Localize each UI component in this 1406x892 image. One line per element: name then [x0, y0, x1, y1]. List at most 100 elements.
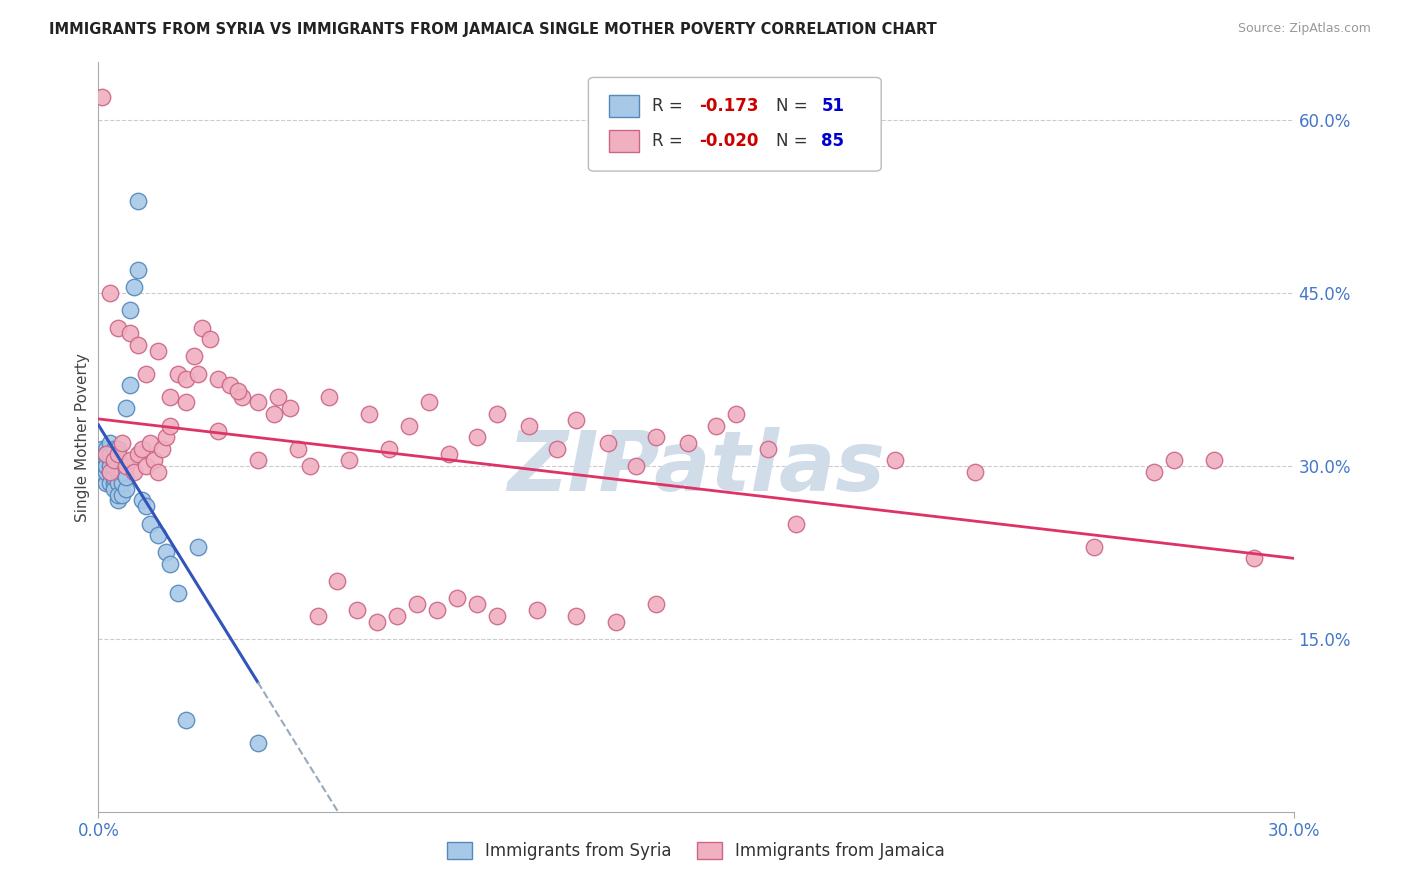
Point	[103, 442, 125, 456]
Point	[135, 367, 157, 381]
Point	[485, 608, 508, 623]
Point	[103, 458, 125, 473]
Point	[98, 465, 122, 479]
Point	[626, 458, 648, 473]
Point	[91, 465, 114, 479]
Point	[546, 442, 568, 456]
Point	[226, 384, 249, 398]
Point	[127, 194, 149, 208]
Point	[96, 447, 118, 461]
Point	[124, 280, 146, 294]
Point	[148, 465, 170, 479]
Point	[704, 418, 727, 433]
Point	[339, 453, 361, 467]
Text: R =: R =	[652, 132, 688, 150]
Point	[131, 442, 153, 456]
Point	[485, 407, 508, 421]
Point	[346, 603, 368, 617]
Point	[127, 263, 149, 277]
Point	[517, 418, 540, 433]
Point	[318, 390, 340, 404]
Point	[155, 545, 177, 559]
Point	[111, 476, 134, 491]
Point	[98, 447, 122, 461]
Point	[187, 540, 209, 554]
Point	[98, 435, 122, 450]
Text: ZIPatlas: ZIPatlas	[508, 426, 884, 508]
Point	[103, 453, 125, 467]
Point	[645, 597, 668, 611]
Point	[135, 458, 157, 473]
Point	[107, 476, 129, 491]
Point	[963, 465, 986, 479]
Text: IMMIGRANTS FROM SYRIA VS IMMIGRANTS FROM JAMAICA SINGLE MOTHER POVERTY CORRELATI: IMMIGRANTS FROM SYRIA VS IMMIGRANTS FROM…	[49, 22, 936, 37]
Point	[91, 453, 114, 467]
Point	[120, 378, 142, 392]
Point	[167, 585, 190, 599]
Point	[278, 401, 301, 416]
Point	[326, 574, 349, 589]
Point	[174, 713, 197, 727]
Point	[120, 326, 142, 341]
Point	[96, 465, 118, 479]
Point	[159, 557, 181, 571]
Point	[107, 447, 129, 461]
Point	[148, 528, 170, 542]
Text: Source: ZipAtlas.com: Source: ZipAtlas.com	[1237, 22, 1371, 36]
Point	[426, 603, 449, 617]
Point	[183, 350, 205, 364]
FancyBboxPatch shape	[609, 130, 638, 153]
Point	[1202, 453, 1225, 467]
Point	[1163, 453, 1185, 467]
Point	[98, 476, 122, 491]
Point	[1143, 465, 1166, 479]
Point	[131, 493, 153, 508]
Point	[191, 320, 214, 334]
Point	[91, 442, 114, 456]
Point	[207, 425, 229, 439]
Point	[143, 453, 166, 467]
Point	[605, 615, 627, 629]
Point	[676, 435, 699, 450]
Point	[1083, 540, 1105, 554]
Point	[111, 435, 134, 450]
Point	[565, 413, 588, 427]
Point	[246, 395, 269, 409]
Point	[246, 735, 269, 749]
Point	[111, 488, 134, 502]
Point	[103, 465, 125, 479]
Point	[167, 367, 190, 381]
Point	[135, 500, 157, 514]
Point	[287, 442, 309, 456]
Point	[198, 332, 221, 346]
Legend: Immigrants from Syria, Immigrants from Jamaica: Immigrants from Syria, Immigrants from J…	[440, 836, 952, 867]
Point	[96, 442, 118, 456]
Point	[115, 401, 138, 416]
Point	[385, 608, 409, 623]
Point	[1243, 551, 1265, 566]
Point	[127, 447, 149, 461]
Point	[446, 591, 468, 606]
Point	[565, 608, 588, 623]
Point	[124, 465, 146, 479]
FancyBboxPatch shape	[589, 78, 882, 171]
Text: N =: N =	[776, 132, 813, 150]
Point	[406, 597, 429, 611]
Point	[298, 458, 321, 473]
Point	[103, 476, 125, 491]
Point	[107, 453, 129, 467]
Point	[785, 516, 807, 531]
Point	[174, 372, 197, 386]
Point	[96, 447, 118, 461]
Text: N =: N =	[776, 97, 813, 115]
Point	[115, 470, 138, 484]
Point	[159, 390, 181, 404]
Point	[127, 338, 149, 352]
Point	[437, 447, 460, 461]
Point	[98, 285, 122, 300]
Point	[98, 442, 122, 456]
Point	[159, 418, 181, 433]
Point	[246, 453, 269, 467]
Point	[307, 608, 329, 623]
Point	[150, 442, 173, 456]
